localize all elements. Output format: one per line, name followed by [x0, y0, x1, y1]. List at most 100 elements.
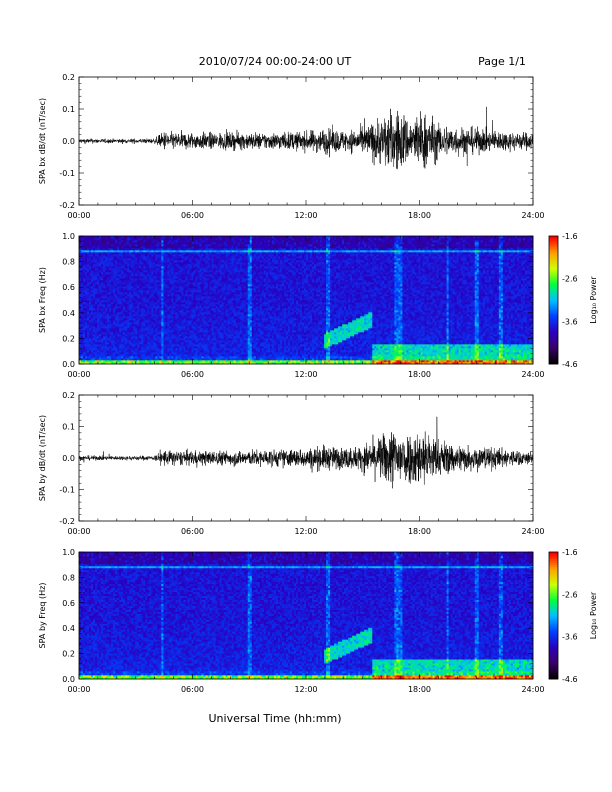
- spectrogram-cell: [189, 308, 191, 310]
- spectrogram-cell: [159, 350, 161, 352]
- spectrogram-cell: [85, 358, 87, 360]
- spectrogram-cell: [131, 254, 133, 256]
- spectrogram-cell: [125, 246, 127, 248]
- spectrogram-cell: [202, 340, 204, 342]
- spectrogram-cell: [216, 278, 218, 280]
- spectrogram-cell: [101, 294, 103, 296]
- spectrogram-cell: [115, 306, 117, 308]
- spectrogram-cell: [111, 360, 113, 362]
- spectrogram-cell: [177, 344, 179, 346]
- spectrogram-cell: [183, 324, 185, 326]
- spectrogram-cell: [179, 264, 181, 266]
- spectrogram-cell: [123, 298, 125, 300]
- spectrogram-cell: [93, 358, 95, 360]
- spectrogram-cell: [85, 324, 87, 326]
- spectrogram-cell: [175, 356, 177, 358]
- spectrogram-cell: [107, 280, 109, 282]
- spectrogram-cell: [175, 256, 177, 258]
- spectrogram-cell: [81, 284, 83, 286]
- spectrogram-cell: [151, 286, 153, 288]
- spectrogram-cell: [97, 316, 99, 318]
- spectrogram-cell: [81, 342, 83, 344]
- spectrogram-cell: [149, 340, 151, 342]
- spectrogram-cell: [123, 292, 125, 294]
- spectrogram-cell: [189, 262, 191, 264]
- spectrogram-cell: [149, 332, 151, 334]
- spectrogram-cell: [111, 256, 113, 258]
- spectrogram-cell: [89, 280, 91, 282]
- spectrogram-cell: [204, 240, 206, 242]
- spectrogram-cell: [179, 278, 181, 280]
- spectrogram-cell: [216, 290, 218, 292]
- spectrogram-cell: [103, 258, 105, 260]
- spectrogram-cell: [171, 310, 173, 312]
- spectrogram-cell: [109, 254, 111, 256]
- spectrogram-cell: [208, 266, 210, 268]
- spectrogram-cell: [145, 250, 147, 252]
- spectrogram-cell: [161, 262, 163, 264]
- spectrogram-cell: [216, 318, 218, 320]
- spectrogram-cell: [133, 360, 135, 362]
- spectrogram-cell: [141, 306, 143, 308]
- spectrogram-cell: [183, 360, 185, 362]
- spectrogram-cell: [149, 310, 151, 312]
- spectrogram-cell: [99, 318, 101, 320]
- spectrogram-cell: [208, 316, 210, 318]
- spectrogram-cell: [181, 348, 183, 350]
- spectrogram-cell: [179, 336, 181, 338]
- spectrogram-cell: [131, 304, 133, 306]
- spectrogram-cell: [141, 312, 143, 314]
- spectrogram-cell: [99, 338, 101, 340]
- spectrogram-cell: [175, 278, 177, 280]
- spectrogram-cell: [133, 344, 135, 346]
- spectrogram-cell: [113, 330, 115, 332]
- spectrogram-cell: [133, 338, 135, 340]
- spectrogram-cell: [165, 314, 167, 316]
- spectrogram-cell: [109, 354, 111, 356]
- spectrogram-cell: [202, 350, 204, 352]
- spectrogram-cell: [214, 314, 216, 316]
- spectrogram-cell: [135, 284, 137, 286]
- spectrogram-cell: [171, 242, 173, 244]
- spectrogram-cell: [97, 268, 99, 270]
- spectrogram-cell: [189, 352, 191, 354]
- spectrogram-cell: [214, 274, 216, 276]
- spectrogram-cell: [169, 244, 171, 246]
- spectrogram-cell: [204, 342, 206, 344]
- spectrogram-cell: [185, 258, 187, 260]
- spectrogram-cell: [149, 252, 151, 254]
- spectrogram-cell: [214, 326, 216, 328]
- spectrogram-cell: [119, 282, 121, 284]
- spectrogram-cell: [83, 280, 85, 282]
- spectrogram-cell: [218, 260, 220, 262]
- spectrogram-cell: [171, 282, 173, 284]
- spectrogram-cell: [187, 322, 189, 324]
- spectrogram-cell: [196, 326, 198, 328]
- spectrogram-cell: [89, 308, 91, 310]
- spectrogram-cell: [137, 360, 139, 362]
- spectrogram-cell: [103, 318, 105, 320]
- spectrogram-cell: [99, 330, 101, 332]
- spectrogram-cell: [175, 250, 177, 252]
- spectrogram-cell: [85, 256, 87, 258]
- spectrogram-cell: [206, 290, 208, 292]
- spectrogram-cell: [89, 300, 91, 302]
- spectrogram-cell: [187, 324, 189, 326]
- spectrogram-cell: [115, 260, 117, 262]
- spectrogram-cell: [151, 348, 153, 350]
- spectrogram-cell: [95, 278, 97, 280]
- spectrogram-cell: [103, 336, 105, 338]
- spectrogram-cell: [159, 306, 161, 308]
- spectrogram-cell: [212, 248, 214, 250]
- spectrogram-cell: [185, 256, 187, 258]
- spectrogram-cell: [81, 312, 83, 314]
- spectrogram-cell: [97, 244, 99, 246]
- spectrogram-cell: [155, 302, 157, 304]
- spectrogram-cell: [208, 272, 210, 274]
- spectrogram-cell: [99, 262, 101, 264]
- spectrogram-cell: [177, 294, 179, 296]
- spectrogram-cell: [204, 300, 206, 302]
- spectrogram-cell: [115, 302, 117, 304]
- spectrogram-cell: [83, 244, 85, 246]
- spectrogram-cell: [163, 298, 165, 300]
